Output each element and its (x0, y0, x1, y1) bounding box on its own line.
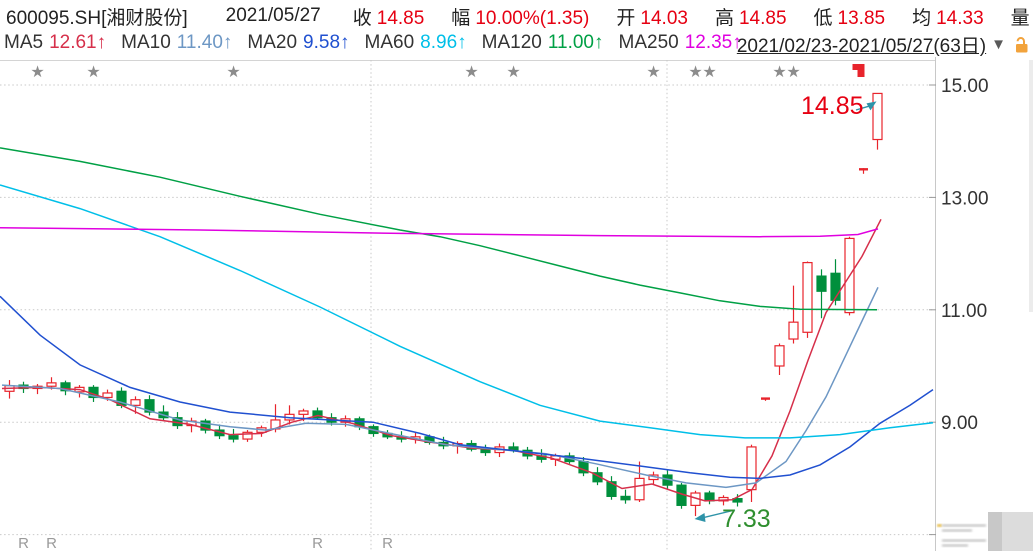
blurred-mark (937, 524, 942, 527)
candle-body (298, 410, 309, 415)
stat-low: 低 13.85 (813, 7, 886, 29)
candle-body (228, 435, 239, 440)
axis-label: 13.00 (941, 188, 989, 209)
symbol-title: 600095.SH[湘财股份] (6, 7, 188, 29)
candle-body (634, 477, 645, 501)
ma-legend-ma10: MA10 11.40↑ (121, 32, 233, 53)
trade-date: 2021/05/27 (225, 5, 321, 26)
candle-body (830, 272, 841, 301)
stat-volume: 量... (1010, 7, 1030, 29)
low-arrow-head (694, 513, 706, 523)
candle-body (802, 261, 813, 333)
stat-avg: 均 14.33 (912, 7, 984, 29)
event-star-icon: ★ (30, 64, 44, 81)
ma-line-ma5 (1, 218, 882, 502)
margin-trading-r-mark: R (382, 535, 393, 551)
blurred-label (942, 544, 968, 547)
flag-icon (857, 70, 865, 77)
candle-body (620, 495, 631, 501)
date-range-text[interactable]: 2021/02/23-2021/05/27(63日) (736, 36, 987, 57)
candle-body (60, 382, 71, 392)
candle-body (130, 399, 141, 406)
candle-body (312, 410, 323, 419)
ma-toolbar: MA5 12.61↑ MA10 11.40↑ MA20 9.58↑ MA60 8.96↑ MA1… (4, 32, 1033, 57)
event-star-icon: ★ (702, 64, 716, 81)
ma-line-ma120 (0, 147, 878, 311)
high-arrow-head (866, 101, 877, 111)
ma-legend-ma120: MA120 11.00↑ (481, 32, 604, 53)
event-star-icon: ★ (786, 64, 800, 81)
stat-change: 幅 10.00%(1.35) (451, 7, 590, 29)
blurred-label (942, 524, 986, 527)
axis-label: 11.00 (941, 301, 987, 322)
chevron-down-icon[interactable]: ▼ (991, 36, 1006, 53)
candle-body (46, 382, 57, 387)
ma-legend-ma20: MA20 9.58↑ (247, 32, 350, 53)
event-star-icon: ★ (86, 64, 100, 81)
ma-legend-ma60: MA60 8.96↑ (364, 32, 467, 53)
stat-high: 高 14.85 (714, 7, 787, 29)
candle-body (242, 431, 253, 440)
scrollbar[interactable] (1029, 60, 1033, 312)
ma-line-ma250 (0, 226, 879, 238)
event-star-icon: ★ (772, 64, 786, 81)
blurred-label (942, 529, 972, 532)
ma-legend-ma5: MA5 12.61↑ (4, 32, 107, 53)
candle-body (144, 399, 155, 413)
stat-open: 开 14.03 (616, 7, 688, 29)
candle-body (774, 345, 785, 367)
margin-trading-r-mark: R (46, 535, 57, 551)
ma-legend: MA5 12.61↑ MA10 11.40↑ MA20 9.58↑ MA60 8.96↑ MA1… (4, 32, 757, 53)
low-arrow (701, 509, 736, 519)
candle-body (102, 392, 113, 399)
blurred-label (942, 539, 986, 542)
axis-label: 9.00 (941, 413, 978, 434)
candle-body (704, 492, 715, 502)
date-range-selector[interactable]: 2021/02/23-2021/05/27(63日) ▼ (737, 32, 1031, 57)
price-stats: 收 14.85 幅 10.00%(1.35) 开 14.03 高 14.85 低 13.85 均 14… (353, 3, 1033, 30)
event-star-icon: ★ (506, 64, 520, 81)
candle-body (200, 420, 211, 431)
unlock-icon[interactable] (1011, 35, 1031, 55)
ma-line-ma20 (0, 295, 934, 480)
header-bar: 600095.SH[湘财股份] 2021/05/27 收 14.85 幅 10.00%… (6, 3, 1033, 29)
candle-body (732, 498, 743, 503)
event-star-icon: ★ (226, 64, 240, 81)
flag-icon (852, 64, 865, 70)
event-star-icon: ★ (464, 64, 478, 81)
candle-body (788, 321, 799, 340)
margin-trading-r-mark: R (312, 535, 323, 551)
ma-legend-ma250: MA250 12.35↑ (618, 32, 742, 53)
candle-body (872, 92, 883, 141)
event-star-icon: ★ (646, 64, 660, 81)
candle-body (606, 481, 617, 497)
low-price-label: 7.33 (722, 505, 771, 533)
candle-body (816, 275, 827, 292)
corner-overlay (988, 512, 1002, 551)
axis-label: 15.00 (941, 76, 989, 97)
margin-trading-r-mark: R (18, 535, 29, 551)
event-star-icon: ★ (688, 64, 702, 81)
ma-line-ma60 (0, 184, 934, 439)
high-price-label: 14.85 (801, 92, 864, 120)
stat-close: 收 14.85 (352, 7, 425, 29)
